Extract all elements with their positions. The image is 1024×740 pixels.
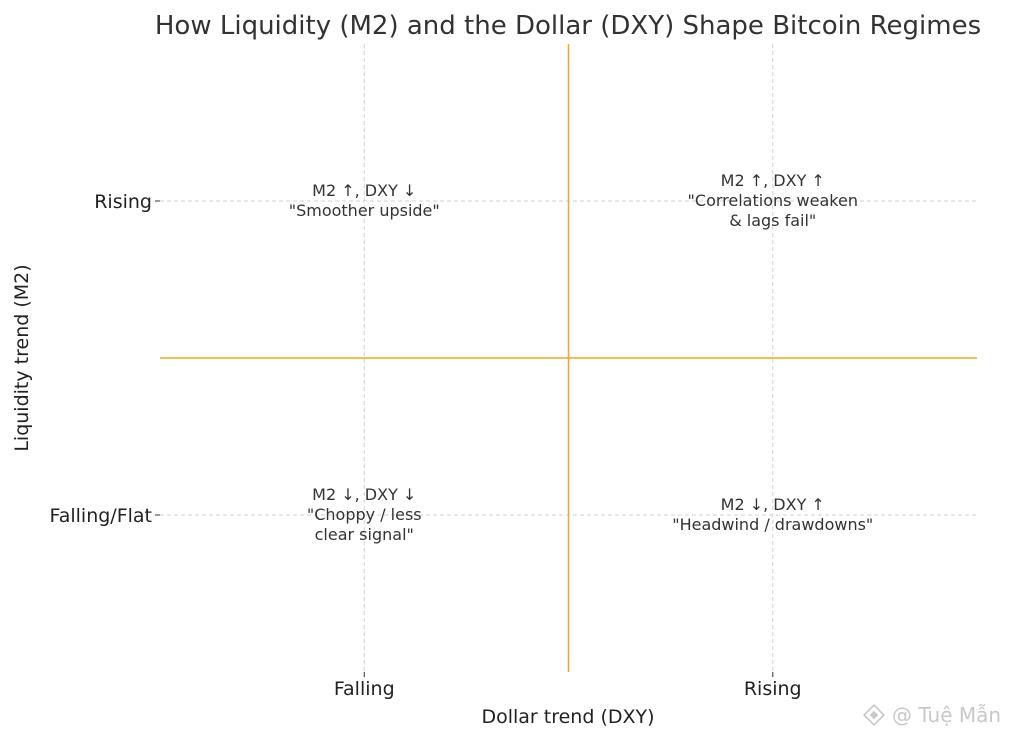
y-axis-label: Liquidity trend (M2)	[11, 264, 33, 451]
watermark: @ Tuệ Mẫn	[862, 703, 1001, 727]
quadrant-label-line: "Headwind / drawdowns"	[672, 515, 873, 534]
quadrant-label-line: M2 ↓, DXY ↑	[721, 495, 825, 514]
quadrant-dividers	[160, 44, 977, 672]
quadrant-label-line: M2 ↓, DXY ↓	[312, 485, 416, 504]
quadrant-label: M2 ↑, DXY ↑ "Correlations weaken & lags fa…	[688, 171, 858, 230]
x-tick-label: Rising	[744, 678, 802, 700]
watermark-text: @ Tuệ Mẫn	[892, 703, 1001, 727]
quadrant-labels: M2 ↑, DXY ↓ "Smoother upside"M2 ↑, DXY ↑ "…	[289, 171, 874, 544]
quadrant-label: M2 ↓, DXY ↑ "Headwind / drawdowns"	[672, 495, 873, 534]
quadrant-label-line: clear signal"	[315, 525, 414, 544]
x-axis-label: Dollar trend (DXY)	[481, 706, 654, 728]
quadrant-label-line: "Smoother upside"	[289, 201, 440, 220]
quadrant-label-line: M2 ↑, DXY ↓	[312, 181, 416, 200]
axis-ticks: Falling Rising Falling/Flat Rising	[50, 191, 802, 700]
quadrant-label: M2 ↑, DXY ↓ "Smoother upside"	[289, 181, 440, 220]
quadrant-label-line: "Choppy / less	[307, 505, 422, 524]
quadrant-label-line: & lags fail"	[729, 211, 816, 230]
y-tick-label: Rising	[94, 191, 152, 213]
chart-title: How Liquidity (M2) and the Dollar (DXY) …	[155, 11, 981, 41]
y-tick-label: Falling/Flat	[50, 505, 152, 527]
quadrant-label-line: "Correlations weaken	[688, 191, 858, 210]
diamond-logo-icon	[862, 703, 886, 727]
quadrant-label-line: M2 ↑, DXY ↑	[721, 171, 825, 190]
quadrant-label: M2 ↓, DXY ↓ "Choppy / less clear signal"	[307, 485, 422, 544]
x-tick-label: Falling	[334, 678, 395, 700]
